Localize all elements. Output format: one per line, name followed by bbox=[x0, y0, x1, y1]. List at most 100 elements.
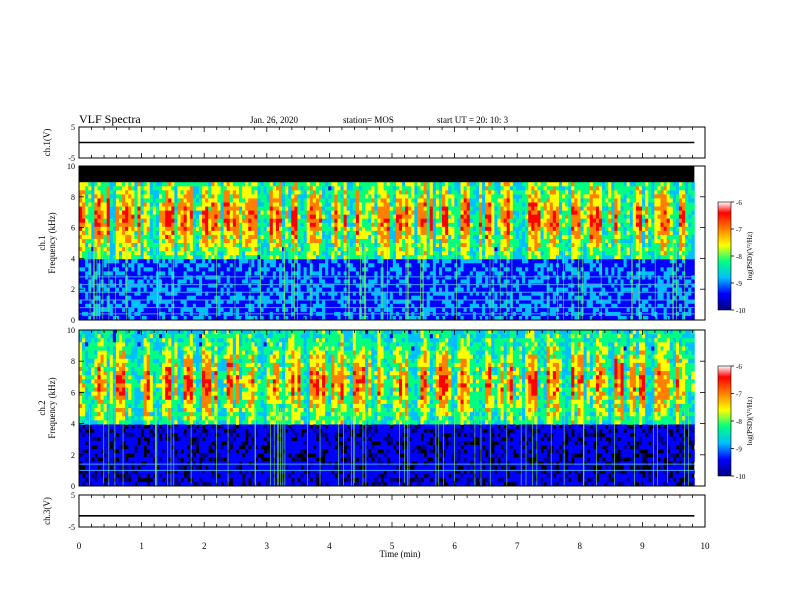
spectrogram-cell bbox=[433, 219, 436, 223]
spectrogram-cell bbox=[344, 194, 347, 198]
spectrogram-cell bbox=[134, 231, 137, 235]
spectrogram-cell bbox=[137, 267, 140, 271]
spectrogram-cell bbox=[297, 190, 300, 194]
spectrogram-cell bbox=[510, 251, 513, 255]
spectrogram-cell bbox=[224, 239, 227, 243]
spectrogram-cell bbox=[273, 271, 276, 275]
spectrogram-cell bbox=[396, 259, 399, 263]
spectrogram-cell bbox=[310, 219, 313, 223]
spectrogram-cell bbox=[261, 186, 264, 190]
spectrogram-cell bbox=[353, 227, 356, 231]
spectrogram-cell bbox=[202, 259, 205, 263]
spectrogram-cell bbox=[387, 202, 390, 206]
spectrogram-cell bbox=[199, 215, 202, 219]
spectrogram-cell bbox=[134, 279, 137, 283]
spectrogram-cell bbox=[344, 275, 347, 279]
spectrogram-cell bbox=[217, 267, 220, 271]
spectrogram-cell bbox=[128, 308, 131, 312]
spectrogram-cell bbox=[513, 227, 516, 231]
spectrogram-cell bbox=[439, 308, 442, 312]
spectrogram-cell bbox=[257, 227, 260, 231]
spectrogram-cell bbox=[310, 211, 313, 215]
spectrogram-cell bbox=[476, 259, 479, 263]
spectrogram-cell bbox=[411, 198, 414, 202]
spectrogram-cell bbox=[125, 194, 128, 198]
spectrogram-cell bbox=[267, 190, 270, 194]
spectrogram-cell bbox=[371, 247, 374, 251]
spectrogram-cell bbox=[319, 308, 322, 312]
spectrogram-cell bbox=[239, 215, 242, 219]
spectrogram-cell bbox=[356, 239, 359, 243]
spectrogram-cell bbox=[442, 219, 445, 223]
spectrogram-cell bbox=[242, 186, 245, 190]
spectrogram-cell bbox=[494, 231, 497, 235]
spectrogram-cell bbox=[245, 263, 248, 267]
spectrogram-cell bbox=[147, 207, 150, 211]
spectrogram-cell bbox=[322, 308, 325, 312]
spectrogram-cell bbox=[402, 271, 405, 275]
spectrogram-cell bbox=[251, 231, 254, 235]
spectrogram-cell bbox=[181, 211, 184, 215]
spectrogram-cell bbox=[377, 227, 380, 231]
spectrogram-cell bbox=[313, 231, 316, 235]
spectrogram-cell bbox=[485, 194, 488, 198]
spectrogram-cell bbox=[196, 186, 199, 190]
spectrogram-cell bbox=[174, 231, 177, 235]
spectrogram-cell bbox=[239, 267, 242, 271]
spectrogram-cell bbox=[276, 202, 279, 206]
spectrogram-cell bbox=[433, 207, 436, 211]
spectrogram-cell bbox=[476, 255, 479, 259]
spectrogram-cell bbox=[353, 271, 356, 275]
spectrogram-cell bbox=[390, 267, 393, 271]
spectrogram-cell bbox=[310, 186, 313, 190]
spectrogram-cell bbox=[227, 243, 230, 247]
spectrogram-cell bbox=[331, 279, 334, 283]
spectrogram-cell bbox=[261, 275, 264, 279]
spectrogram-cell bbox=[467, 271, 470, 275]
spectrogram-cell bbox=[310, 202, 313, 206]
spectrogram-cell bbox=[267, 182, 270, 186]
spectrogram-cell bbox=[276, 288, 279, 292]
spectrogram-cell bbox=[297, 211, 300, 215]
spectrogram-cell bbox=[421, 207, 424, 211]
spectrogram-cell bbox=[396, 288, 399, 292]
spectrogram-cell bbox=[230, 198, 233, 202]
spectrogram-cell bbox=[430, 247, 433, 251]
spectrogram-cell bbox=[97, 231, 100, 235]
spectrogram-cell bbox=[436, 259, 439, 263]
spectrogram-cell bbox=[448, 211, 451, 215]
spectrogram-cell bbox=[205, 239, 208, 243]
spectrogram-cell bbox=[384, 247, 387, 251]
spectrogram-cell bbox=[479, 227, 482, 231]
spectrogram-cell bbox=[79, 207, 82, 211]
spectrogram-cell bbox=[288, 247, 291, 251]
spectrogram-cell bbox=[510, 288, 513, 292]
spectrogram-cell bbox=[131, 271, 134, 275]
spectrogram-cell bbox=[227, 186, 230, 190]
spectrogram-cell bbox=[510, 259, 513, 263]
spectrogram-cell bbox=[208, 271, 211, 275]
spectrogram-cell bbox=[147, 198, 150, 202]
spectrogram-cell bbox=[134, 186, 137, 190]
spectrogram-cell bbox=[470, 271, 473, 275]
spectrogram-cell bbox=[322, 207, 325, 211]
spectrogram-cell bbox=[454, 296, 457, 300]
spectrogram-cell bbox=[350, 255, 353, 259]
spectrogram-cell bbox=[473, 202, 476, 206]
spectrogram-cell bbox=[282, 223, 285, 227]
spectrogram-cell bbox=[427, 223, 430, 227]
spectrogram-cell bbox=[233, 243, 236, 247]
spectrogram-cell bbox=[362, 231, 365, 235]
spectrogram-cell bbox=[501, 247, 504, 251]
spectrogram-cell bbox=[190, 194, 193, 198]
spectrogram-cell bbox=[137, 251, 140, 255]
start-time-label: start UT = 20: 10: 3 bbox=[437, 115, 509, 125]
spectrogram-cell bbox=[267, 275, 270, 279]
spectrogram-cell bbox=[288, 215, 291, 219]
spectrogram-cell bbox=[393, 271, 396, 275]
spectrogram-cell bbox=[181, 207, 184, 211]
spectrogram-cell bbox=[390, 198, 393, 202]
spectrogram-cell bbox=[356, 211, 359, 215]
spectrogram-cell bbox=[316, 190, 319, 194]
spectrogram-cell bbox=[457, 190, 460, 194]
